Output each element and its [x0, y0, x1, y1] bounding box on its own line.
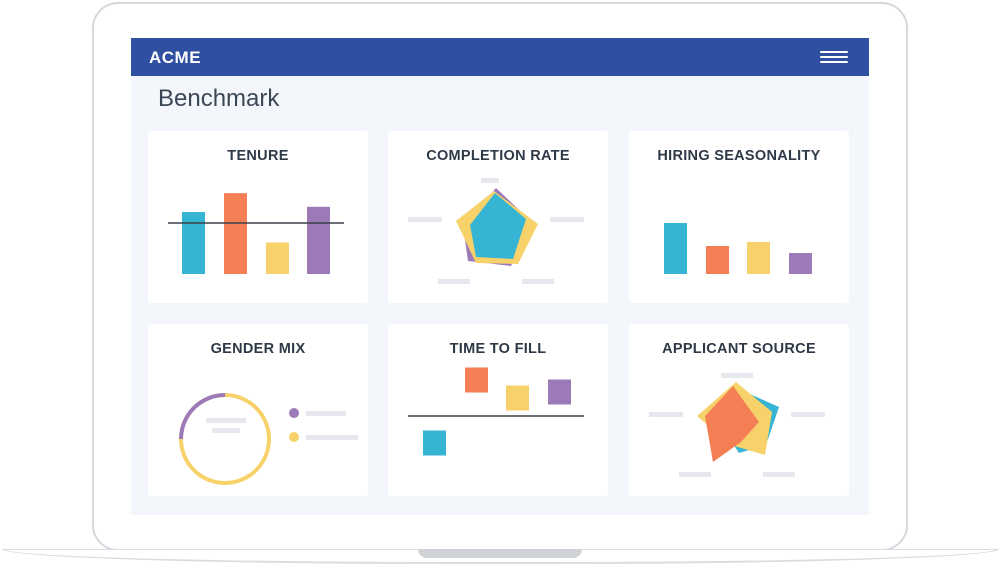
- card-gender-mix[interactable]: GENDER MIX: [148, 324, 368, 496]
- completion-rate-radar-chart: [408, 178, 584, 284]
- card-applicant-source[interactable]: APPLICANT SOURCE: [629, 324, 849, 496]
- card-title: APPLICANT SOURCE: [662, 341, 816, 357]
- time-to-fill-bar-2: [465, 367, 488, 393]
- legend-dot-yellow: [289, 432, 299, 442]
- radar-label-placeholder: [763, 472, 795, 477]
- radar-label-placeholder: [721, 373, 753, 378]
- donut-label-placeholder: [212, 428, 240, 433]
- seasonality-bar-3: [747, 242, 770, 274]
- card-title: TIME TO FILL: [449, 341, 547, 357]
- card-time-to-fill[interactable]: TIME TO FILL: [388, 324, 608, 496]
- card-hiring-seasonality[interactable]: HIRING SEASONALITY: [629, 131, 849, 303]
- applicant-source-radar-chart: [649, 373, 825, 477]
- tenure-bar-2: [224, 193, 247, 274]
- radar-label-placeholder: [522, 279, 554, 284]
- tenure-bar-4: [307, 206, 330, 274]
- time-to-fill-bar-4: [548, 379, 571, 405]
- gender-mix-donut-chart: [179, 393, 358, 485]
- card-tenure[interactable]: TENURE: [148, 131, 368, 303]
- card-completion-rate[interactable]: COMPLETION RATE: [388, 131, 608, 303]
- time-to-fill-waterfall-chart: [408, 367, 584, 456]
- hiring-seasonality-bar-chart: [664, 223, 812, 274]
- card-title: TENURE: [227, 148, 289, 164]
- card-title: COMPLETION RATE: [426, 148, 570, 164]
- radar-label-placeholder: [791, 412, 825, 417]
- radar-label-placeholder: [408, 217, 442, 222]
- legend-label-placeholder: [306, 411, 346, 416]
- laptop-notch: [418, 549, 582, 558]
- app-screen: ACME Benchmark TENURE COMPLETION RATE: [131, 38, 869, 515]
- tenure-bar-3: [266, 242, 289, 274]
- seasonality-bar-1: [664, 223, 687, 274]
- seasonality-bar-2: [706, 246, 729, 274]
- donut-ring-purple: [179, 393, 271, 485]
- radar-label-placeholder: [550, 217, 584, 222]
- tenure-bar-chart: [168, 193, 344, 274]
- legend-label-placeholder: [306, 435, 358, 440]
- brand-logo[interactable]: ACME: [149, 48, 202, 67]
- hamburger-menu-icon[interactable]: [820, 49, 848, 65]
- donut-label-placeholder: [206, 418, 246, 423]
- top-navigation-bar: ACME: [131, 38, 869, 76]
- radar-series-orange: [705, 386, 759, 462]
- radar-label-placeholder: [649, 412, 683, 417]
- radar-label-placeholder: [481, 178, 499, 183]
- page-title: Benchmark: [158, 85, 280, 112]
- card-title: HIRING SEASONALITY: [657, 148, 821, 164]
- time-to-fill-bar-1: [423, 430, 446, 456]
- radar-label-placeholder: [679, 472, 711, 477]
- seasonality-bar-4: [789, 253, 812, 274]
- radar-label-placeholder: [438, 279, 470, 284]
- time-to-fill-bar-3: [506, 385, 529, 411]
- radar-series-blue: [470, 193, 526, 259]
- legend-dot-purple: [289, 408, 299, 418]
- card-title: GENDER MIX: [210, 341, 306, 357]
- tenure-bar-1: [182, 212, 205, 274]
